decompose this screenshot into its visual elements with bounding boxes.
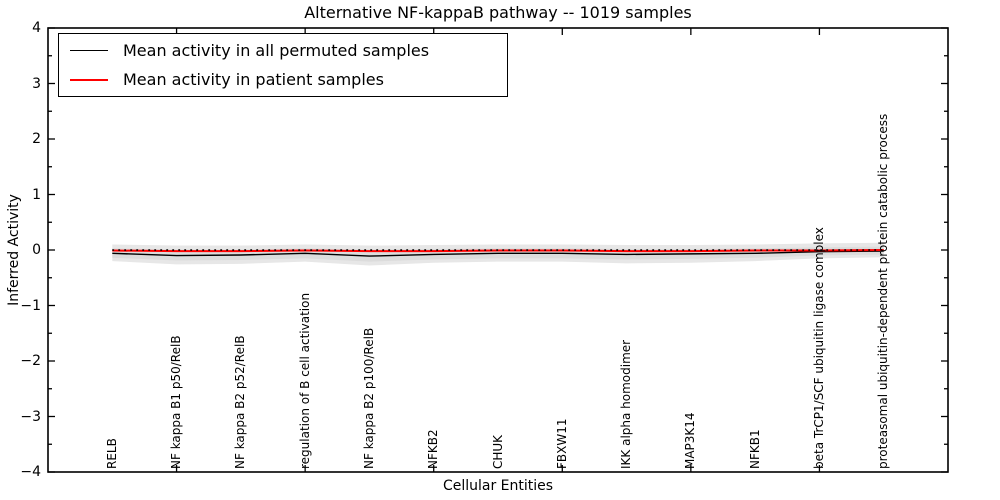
y-tick-label: −2 bbox=[20, 353, 41, 369]
legend-label: Mean activity in patient samples bbox=[123, 70, 384, 90]
legend-label: Mean activity in all permuted samples bbox=[123, 40, 430, 60]
y-tick-label: −1 bbox=[20, 297, 41, 314]
y-tick-label: 3 bbox=[32, 75, 41, 92]
y-tick-label: −3 bbox=[20, 408, 41, 425]
y-tick-label: 2 bbox=[32, 131, 41, 147]
x-tick-label: MAP3K14 bbox=[683, 412, 698, 469]
y-tick-label: 4 bbox=[32, 20, 41, 36]
legend-line-red-icon bbox=[70, 78, 108, 81]
x-tick-label: NF kappa B2 p100/RelB bbox=[361, 327, 376, 469]
legend-item-permuted: Mean activity in all permuted samples bbox=[59, 37, 507, 63]
x-tick-label: CHUK bbox=[490, 434, 505, 469]
x-tick-label: proteasomal ubiquitin-dependent protein … bbox=[876, 113, 891, 469]
x-tick-label: RELB bbox=[104, 438, 119, 469]
y-tick-label: −4 bbox=[20, 464, 41, 480]
y-tick-label: 1 bbox=[32, 186, 41, 203]
x-tick-label: FBXW11 bbox=[554, 418, 569, 470]
x-tick-label: NF kappa B2 p52/RelB bbox=[233, 335, 248, 469]
x-tick-label: IKK alpha homodimer bbox=[619, 339, 634, 469]
x-tick-label: beta TrCP1/SCF ubiquitin ligase complex bbox=[811, 227, 826, 469]
x-tick-label: NFKB1 bbox=[747, 429, 762, 469]
chart-title: Alternative NF-kappaB pathway -- 1019 sa… bbox=[304, 3, 692, 22]
series-line bbox=[112, 250, 884, 257]
legend-line-black-icon bbox=[70, 49, 108, 51]
x-axis-label: Cellular Entities bbox=[442, 478, 554, 494]
x-tick-label: regulation of B cell activation bbox=[297, 292, 312, 469]
x-tick-label: NFKB2 bbox=[426, 429, 441, 469]
x-tick-label: NF kappa B1 p50/RelB bbox=[169, 335, 184, 469]
legend-item-patient: Mean activity in patient samples bbox=[59, 67, 507, 93]
y-tick-label: 0 bbox=[32, 242, 41, 258]
legend-box: Mean activity in all permuted samples Me… bbox=[58, 33, 508, 97]
